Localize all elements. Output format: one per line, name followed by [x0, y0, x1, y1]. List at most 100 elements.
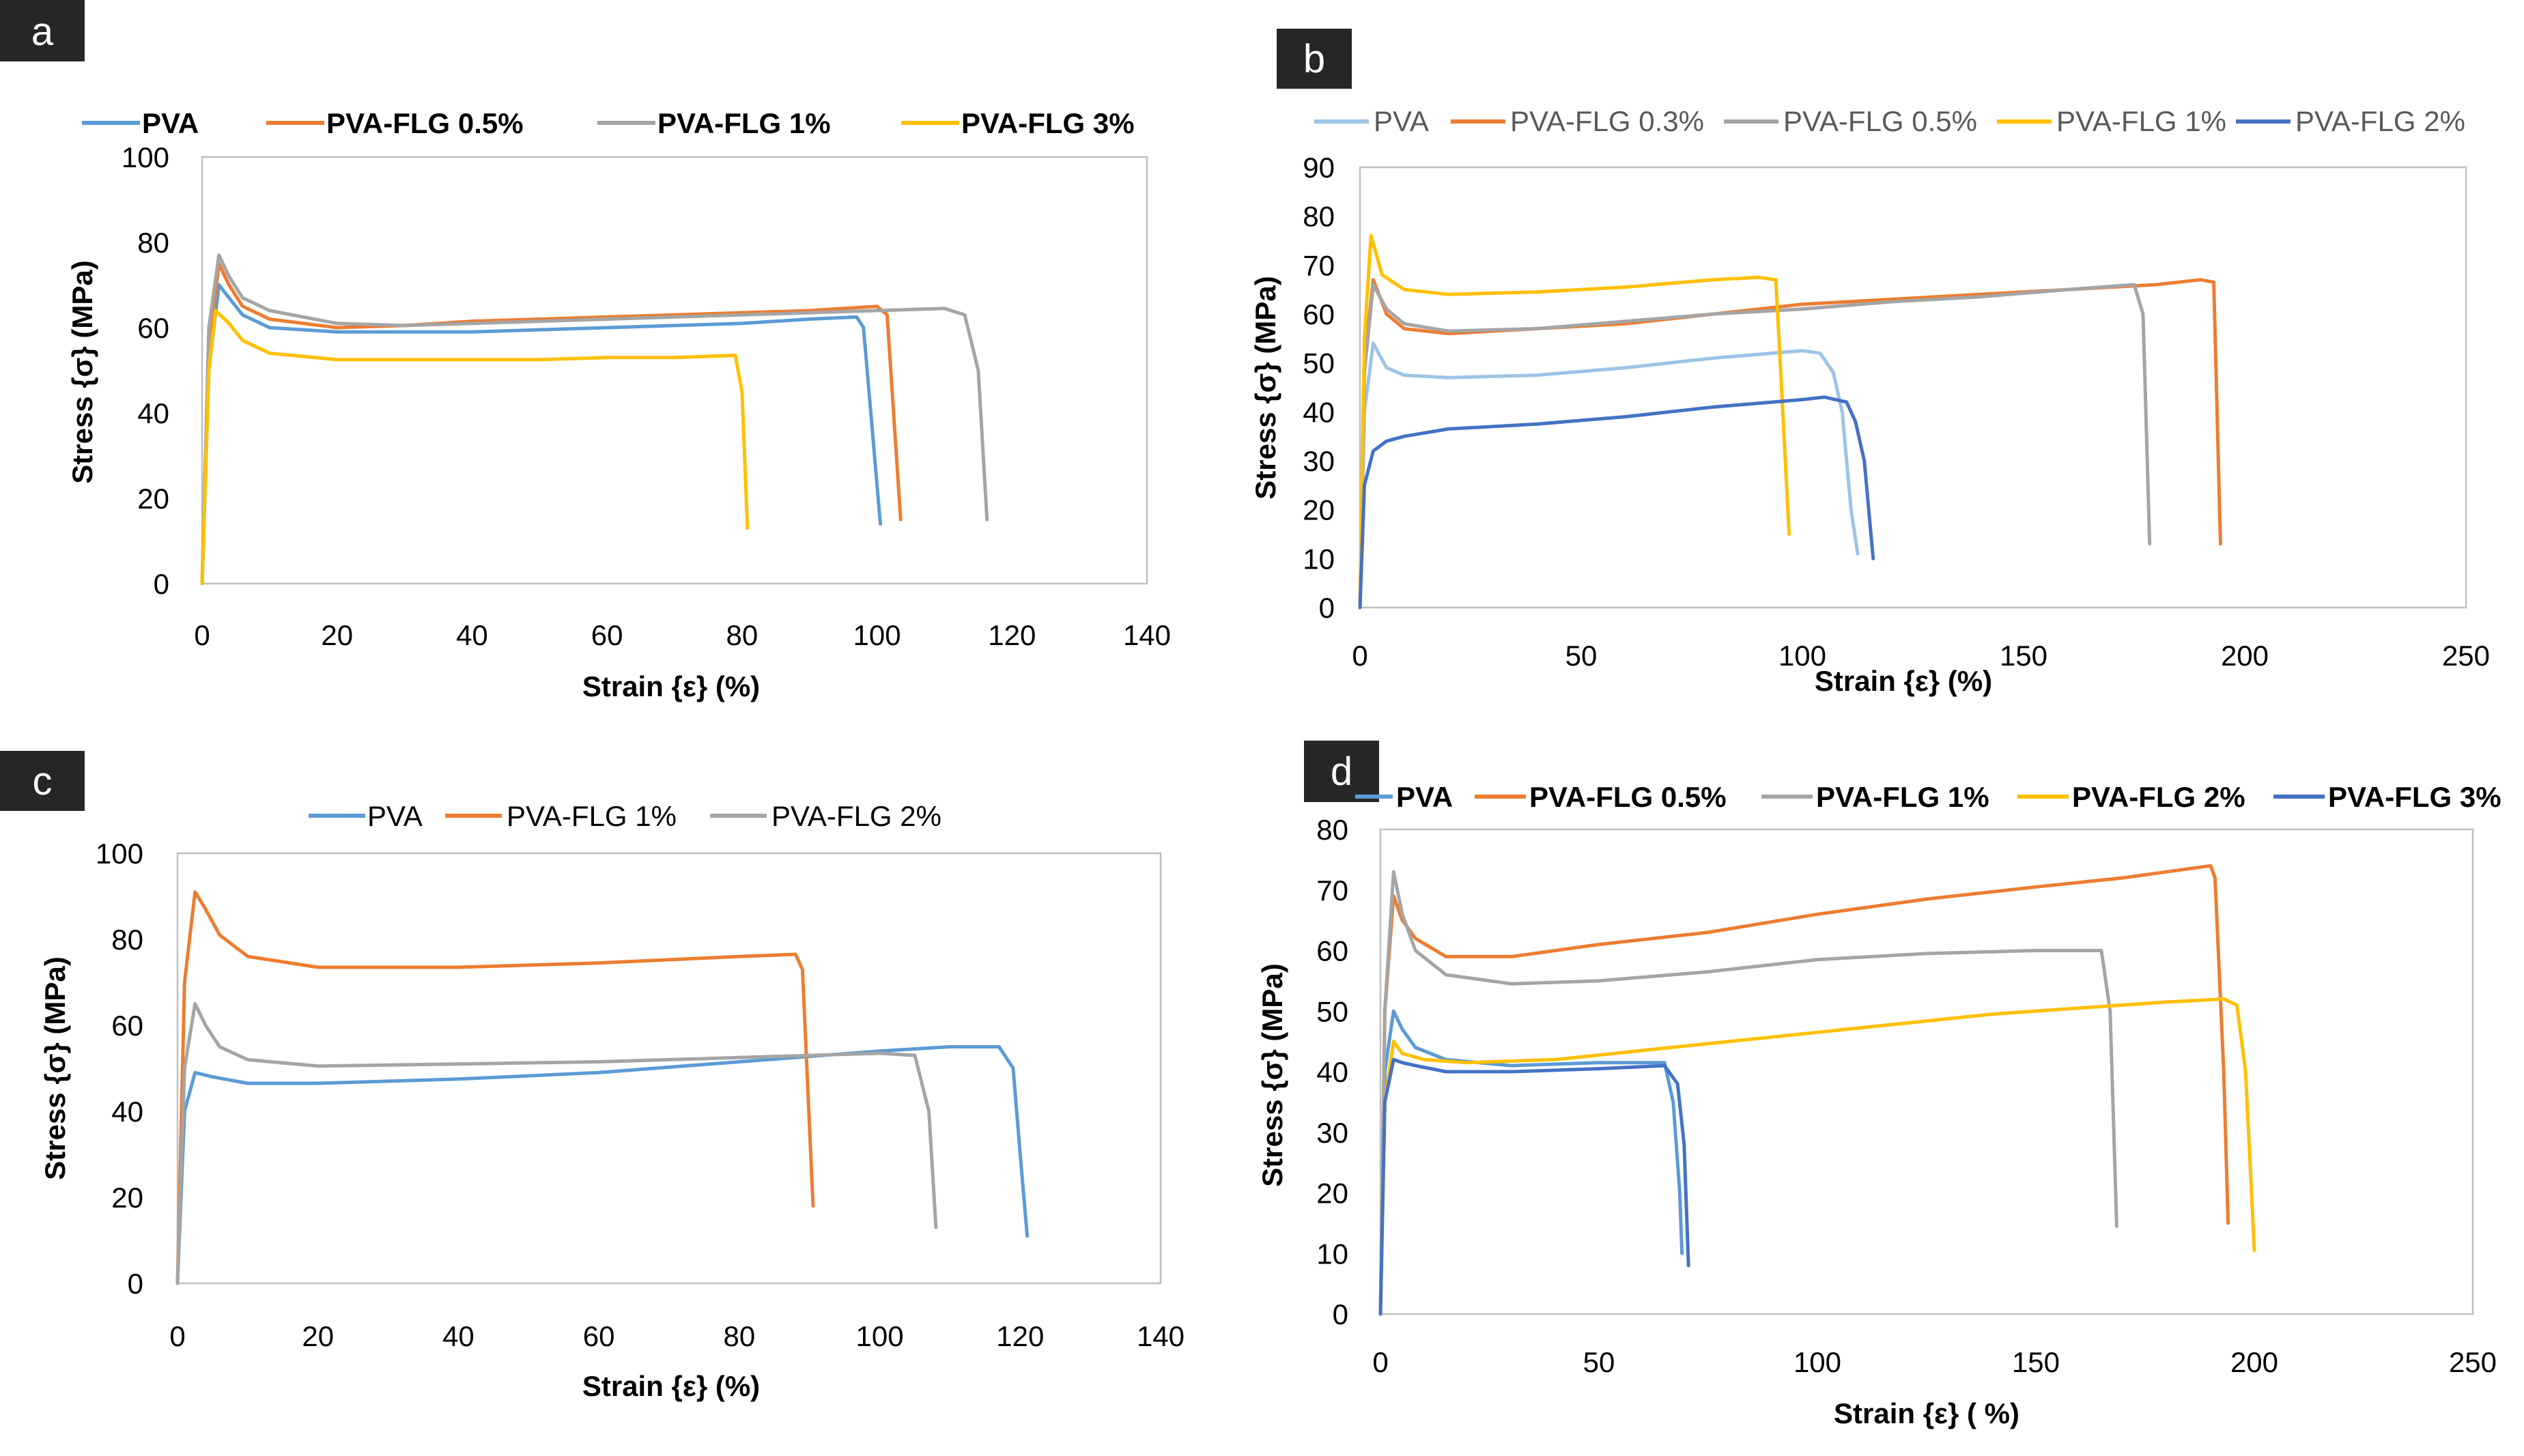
x-axis-title: Strain {ε} (%)	[1815, 665, 1992, 697]
y-tick-label: 0	[1319, 592, 1335, 624]
panel-label: a	[31, 10, 54, 54]
x-tick-label: 0	[169, 1320, 185, 1352]
panel-label-box	[1277, 29, 1352, 89]
y-tick-label: 20	[1316, 1177, 1348, 1210]
y-tick-label: 40	[137, 397, 169, 429]
y-tick-label: 30	[1316, 1117, 1348, 1149]
legend-label-pva: PVA	[1374, 105, 1429, 137]
panel-d: d PVA PVA-FLG 0.5% PVA-FLG 1% PVA-FLG 2%…	[1256, 741, 2501, 1429]
y-tick-label: 80	[137, 227, 169, 259]
x-tick-label: 140	[1137, 1320, 1185, 1352]
legend-label-pva: PVA	[367, 800, 423, 832]
series-line-pva-flg-3	[200, 309, 750, 586]
legend-label-pva-flg-0-3: PVA-FLG 0.3%	[1510, 105, 1704, 137]
x-tick-label: 120	[988, 619, 1036, 651]
series-line-pva-flg-1	[1358, 233, 1791, 610]
x-tick-label: 50	[1565, 640, 1598, 672]
legend-label-pva: PVA	[142, 107, 199, 139]
x-tick-label: 40	[456, 619, 488, 651]
legend-label-pva-flg-1: PVA-FLG 1%	[507, 800, 677, 832]
panel-label-box	[0, 0, 85, 61]
y-tick-label: 0	[1333, 1298, 1348, 1330]
y-tick-label: 60	[1303, 298, 1335, 330]
series-line-pva-flg-2	[1358, 395, 1875, 610]
legend-label-pva-flg-3: PVA-FLG 3%	[2328, 781, 2501, 813]
legend-label-pva-flg-1: PVA-FLG 1%	[657, 107, 831, 139]
series-line-pva	[200, 283, 882, 586]
y-tick-label: 80	[1303, 201, 1335, 233]
panel-a: a PVA PVA-FLG 0.5% PVA-FLG 1% PVA-FLG 3%…	[0, 0, 1171, 702]
series-line-pva	[175, 1045, 1030, 1285]
y-tick-label: 10	[1316, 1238, 1348, 1270]
legend-label-pva-flg-0-5: PVA-FLG 0.5%	[1529, 781, 1727, 813]
y-tick-label: 80	[111, 924, 143, 956]
x-tick-label: 50	[1583, 1346, 1615, 1378]
panel-label: b	[1303, 37, 1325, 81]
panel-label-box	[0, 751, 85, 811]
series-line-pva-flg-1	[200, 253, 989, 586]
x-axis-title: Strain {ε} (%)	[582, 1370, 760, 1402]
legend-label-pva-flg-1: PVA-FLG 1%	[1816, 781, 1989, 813]
x-tick-labels: 0 20 40 60 80 100 120 140	[194, 619, 1171, 651]
legend: PVA PVA-FLG 0.3% PVA-FLG 0.5% PVA-FLG 1%…	[1314, 105, 2465, 137]
y-tick-label: 70	[1303, 249, 1335, 281]
series-line-pva-flg-1	[1378, 870, 2118, 1316]
legend: PVA PVA-FLG 0.5% PVA-FLG 1% PVA-FLG 2% P…	[1355, 781, 2501, 813]
y-tick-label: 20	[137, 483, 169, 515]
series-line-pva-flg-1	[175, 890, 815, 1285]
x-tick-label: 250	[2442, 640, 2490, 672]
plot-area	[176, 852, 1162, 1285]
y-tick-label: 50	[1303, 347, 1335, 380]
x-tick-label: 100	[853, 619, 901, 651]
y-tick-label: 40	[1303, 396, 1335, 428]
x-tick-label: 250	[2449, 1346, 2497, 1378]
y-tick-label: 0	[154, 568, 169, 600]
legend-label-pva-flg-1: PVA-FLG 1%	[2056, 105, 2226, 137]
y-tick-label: 90	[1303, 152, 1335, 184]
y-tick-label: 50	[1316, 995, 1348, 1027]
legend-label-pva-flg-2: PVA-FLG 2%	[2072, 781, 2245, 813]
x-tick-label: 140	[1123, 619, 1171, 651]
y-tick-label: 20	[111, 1182, 143, 1214]
x-tick-label: 100	[1793, 1346, 1841, 1378]
y-axis-title: Stress {σ} (MPa)	[1256, 963, 1288, 1187]
x-tick-label: 200	[2230, 1346, 2278, 1378]
series-line-pva-flg-2	[175, 1002, 938, 1285]
series-line-pva-flg-0-5	[1358, 283, 2152, 610]
y-tick-label: 100	[96, 838, 143, 870]
x-tick-label: 80	[723, 1320, 755, 1352]
x-tick-label: 60	[591, 619, 623, 651]
panel-label-box	[1304, 741, 1379, 802]
series-group	[1378, 863, 2256, 1316]
y-tick-labels: 0 20 40 60 80 100	[96, 838, 143, 1300]
x-tick-label: 100	[1778, 640, 1826, 672]
x-tick-label: 200	[2221, 640, 2269, 672]
series-line-pva-flg-0-5	[200, 261, 903, 586]
x-tick-label: 0	[1352, 640, 1367, 672]
panel-b: b PVA PVA-FLG 0.3% PVA-FLG 0.5% PVA-FLG …	[1249, 29, 2490, 697]
legend-label-pva-flg-3: PVA-FLG 3%	[961, 107, 1135, 139]
x-tick-labels: 0 50 100 150 200 250	[1352, 640, 2490, 672]
y-tick-label: 40	[111, 1096, 143, 1128]
x-tick-label: 40	[442, 1320, 474, 1352]
legend-label-pva-flg-0-5: PVA-FLG 0.5%	[326, 107, 524, 139]
y-tick-label: 30	[1303, 445, 1335, 477]
y-tick-label: 20	[1303, 494, 1335, 526]
panel-c: c PVA PVA-FLG 1% PVA-FLG 2% 0 20 40 60 80 100…	[0, 751, 1185, 1402]
series-group	[175, 890, 1030, 1285]
plot-area	[201, 156, 1148, 585]
x-tick-label: 20	[302, 1320, 334, 1352]
plot-area	[1379, 828, 2474, 1315]
x-tick-label: 0	[1372, 1346, 1388, 1378]
series-line-pva	[1378, 1009, 1684, 1316]
y-tick-labels: 0 10 20 30 40 50 60 70 80 90	[1303, 152, 1335, 624]
y-tick-labels: 0 20 40 60 80 100	[122, 141, 169, 600]
series-group	[200, 253, 989, 586]
panel-label: c	[33, 759, 53, 803]
y-axis-title: Stress {σ} (MPa)	[1249, 276, 1281, 500]
x-tick-label: 150	[2000, 640, 2047, 672]
plot-area	[1359, 166, 2467, 609]
x-tick-label: 80	[726, 619, 758, 651]
y-tick-label: 0	[128, 1268, 143, 1300]
